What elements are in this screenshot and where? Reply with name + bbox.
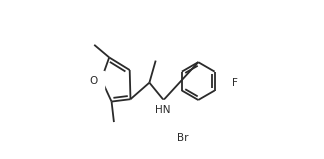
Text: F: F bbox=[232, 78, 238, 88]
Text: O: O bbox=[90, 76, 98, 86]
Text: HN: HN bbox=[155, 105, 170, 115]
Text: Br: Br bbox=[177, 133, 188, 143]
